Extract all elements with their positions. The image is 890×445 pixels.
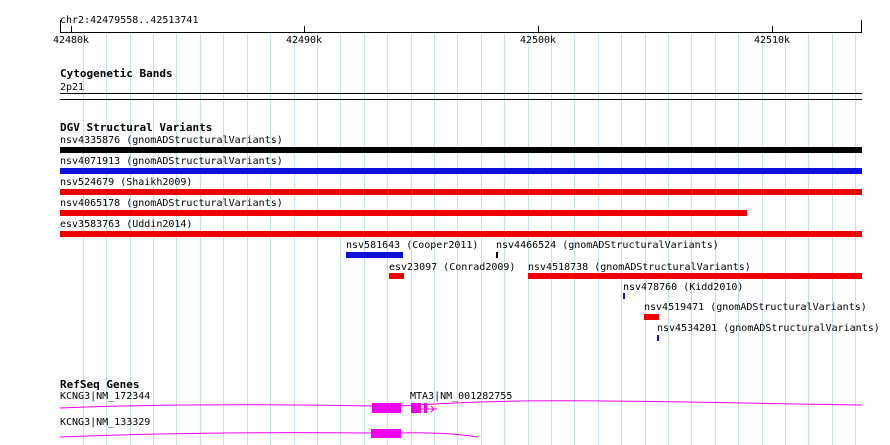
grid-line [762, 34, 763, 445]
gene-model-mta3-nm-001282755[interactable] [411, 403, 437, 413]
variant-bar[interactable] [389, 273, 404, 279]
ruler-end-tick [861, 20, 862, 32]
grid-line [411, 34, 412, 445]
grid-line [340, 34, 341, 445]
variant-bar[interactable] [60, 231, 862, 237]
variant-label[interactable]: nsv581643 (Cooper2011) [346, 240, 479, 251]
grid-line [434, 34, 435, 445]
ruler-tick-label: 42490k [285, 35, 323, 46]
dgv-track-title: DGV Structural Variants [60, 121, 213, 134]
refseq-track-title: RefSeq Genes [60, 378, 140, 391]
ruler-tick [538, 26, 539, 32]
ruler-tick [304, 26, 305, 32]
grid-line [855, 34, 856, 445]
grid-line [832, 34, 833, 445]
grid-line [106, 34, 107, 445]
variant-bar[interactable] [60, 168, 862, 174]
cytoband-line [60, 93, 862, 94]
variant-bar[interactable] [60, 210, 747, 216]
variant-label[interactable]: esv3583763 (Uddin2014) [60, 219, 193, 230]
variant-label[interactable]: esv23097 (Conrad2009) [389, 262, 516, 273]
grid-line [223, 34, 224, 445]
gene-label[interactable]: KCNG3|NM_172344 [60, 391, 151, 402]
grid-line [387, 34, 388, 445]
grid-line [457, 34, 458, 445]
ruler-end-tick [60, 20, 61, 32]
gene-label[interactable]: MTA3|NM_001282755 [410, 391, 513, 402]
variant-bar[interactable] [623, 293, 625, 299]
grid-line [645, 34, 646, 445]
grid-line [691, 34, 692, 445]
grid-line [574, 34, 575, 445]
variant-label[interactable]: nsv4335876 (gnomADStructuralVariants) [60, 135, 283, 146]
ruler-line [60, 32, 862, 33]
variant-bar[interactable] [528, 273, 862, 279]
grid-line [621, 34, 622, 445]
ruler-tick-label: 42510k [753, 35, 791, 46]
grid-line [504, 34, 505, 445]
variant-bar[interactable] [644, 314, 659, 320]
grid-line [294, 34, 295, 445]
variant-bar[interactable] [60, 189, 862, 195]
ruler-tick-label: 42500k [519, 35, 557, 46]
variant-bar[interactable] [496, 252, 498, 258]
gene-label[interactable]: KCNG3|NM_133329 [60, 417, 151, 428]
grid-line [130, 34, 131, 445]
variant-label[interactable]: nsv478760 (Kidd2010) [623, 282, 744, 293]
grid-line [364, 34, 365, 445]
ruler-tick [772, 26, 773, 32]
grid-line [247, 34, 248, 445]
grid-line [317, 34, 318, 445]
variant-bar[interactable] [346, 252, 403, 258]
region-label: chr2:42479558..42513741 [60, 15, 199, 26]
variant-label[interactable]: nsv4519471 (gnomADStructuralVariants) [644, 302, 867, 313]
variant-label[interactable]: nsv4466524 (gnomADStructuralVariants) [496, 240, 719, 251]
grid-line [481, 34, 482, 445]
ruler-tick-label: 42480k [52, 35, 90, 46]
grid-line [153, 34, 154, 445]
grid-line [785, 34, 786, 445]
variant-label[interactable]: nsv4534201 (gnomADStructuralVariants) [657, 323, 880, 334]
grid-line [808, 34, 809, 445]
grid-line [83, 34, 84, 445]
cytoband-track-title: Cytogenetic Bands [60, 67, 173, 80]
grid-line [715, 34, 716, 445]
grid-line [551, 34, 552, 445]
variant-label[interactable]: nsv4065178 (gnomADStructuralVariants) [60, 198, 283, 209]
variant-label[interactable]: nsv4071913 (gnomADStructuralVariants) [60, 156, 283, 167]
gene-model-kcng3-nm-172344[interactable] [59, 400, 863, 413]
variant-label[interactable]: nsv524679 (Shaikh2009) [60, 177, 193, 188]
variant-bar[interactable] [60, 147, 862, 153]
grid-line [738, 34, 739, 445]
grid-line [528, 34, 529, 445]
grid-line [176, 34, 177, 445]
ruler-tick [71, 26, 72, 32]
grid-line [270, 34, 271, 445]
cytoband-line [60, 99, 862, 100]
gene-model-kcng3-nm-133329[interactable] [59, 429, 479, 438]
grid-line [668, 34, 669, 445]
grid-line [598, 34, 599, 445]
variant-bar[interactable] [657, 335, 659, 341]
variant-label[interactable]: nsv4518738 (gnomADStructuralVariants) [528, 262, 751, 273]
cytoband-label: 2p21 [60, 82, 85, 93]
grid-line [200, 34, 201, 445]
